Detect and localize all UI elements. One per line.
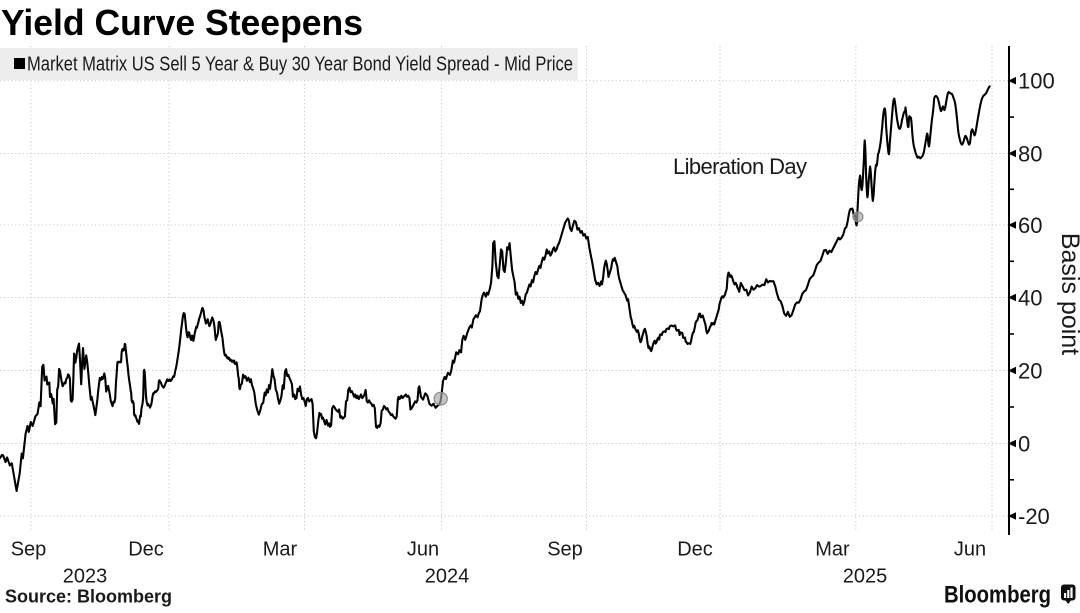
svg-text:100: 100: [1018, 69, 1055, 94]
svg-text:80: 80: [1018, 141, 1042, 166]
svg-text:40: 40: [1018, 285, 1042, 310]
svg-text:Sep: Sep: [547, 539, 583, 561]
svg-text:20: 20: [1018, 358, 1042, 383]
svg-text:Sep: Sep: [11, 539, 47, 561]
svg-text:2025: 2025: [843, 566, 888, 588]
svg-text:Jun: Jun: [954, 539, 986, 561]
svg-text:-20: -20: [1018, 504, 1050, 529]
svg-text:2023: 2023: [63, 566, 108, 588]
svg-text:2024: 2024: [425, 566, 470, 588]
svg-text:Dec: Dec: [677, 539, 713, 561]
svg-text:Jun: Jun: [407, 539, 439, 561]
svg-text:Basis point: Basis point: [1056, 233, 1080, 355]
svg-text:60: 60: [1018, 213, 1042, 238]
svg-text:Mar: Mar: [263, 539, 298, 561]
svg-text:Dec: Dec: [128, 539, 164, 561]
svg-text:Source: Bloomberg: Source: Bloomberg: [5, 587, 172, 607]
svg-text:0: 0: [1018, 431, 1030, 456]
svg-text:Bloomberg: Bloomberg: [944, 582, 1051, 609]
svg-text:Liberation Day: Liberation Day: [673, 154, 807, 179]
svg-text:Mar: Mar: [815, 539, 850, 561]
svg-text:Market Matrix US Sell 5 Year &: Market Matrix US Sell 5 Year & Buy 30 Ye…: [27, 54, 573, 76]
svg-text:Yield Curve Steepens: Yield Curve Steepens: [1, 2, 363, 43]
